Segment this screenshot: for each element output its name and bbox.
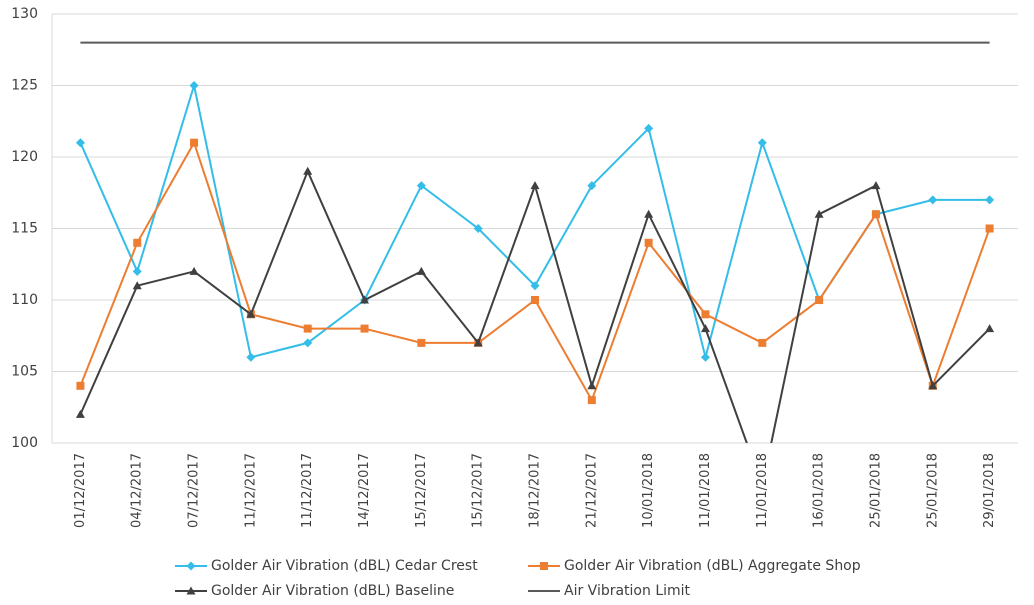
data-point [985,195,995,205]
grid [51,13,1018,444]
data-point [303,338,313,348]
data-point [530,281,540,291]
x-tick-label: 07/12/2017 [187,453,202,528]
plot-area [75,41,995,443]
data-point [303,324,312,333]
data-point [587,396,596,405]
legend-label: Air Vibration Limit [564,583,691,599]
data-point [473,224,483,233]
data-point [246,352,256,362]
x-tick-label: 25/01/2018 [868,453,883,528]
x-tick-label: 15/12/2017 [471,453,486,528]
y-tick-label: 130 [11,6,38,22]
x-tick-label: 25/01/2018 [925,453,940,528]
data-point [530,181,540,190]
data-point [189,81,199,90]
data-point [132,266,142,276]
data-point [700,324,710,333]
legend-marker [186,586,196,595]
data-point [189,266,199,275]
series-line [79,168,991,443]
data-point [814,209,824,218]
legend-label: Golder Air Vibration (dBL) Baseline [211,583,454,599]
data-point [416,266,426,275]
data-point [928,195,938,205]
data-point [700,352,710,362]
data-point [132,281,142,290]
x-tick-label: 14/12/2017 [357,453,372,528]
labels: 100 105 110 115 120 125 130 01/12/2017 04/12/201… [11,6,997,599]
x-tick-label: 29/01/2018 [982,453,997,528]
x-tick-label: 10/01/2018 [641,453,656,528]
data-point [417,338,426,347]
data-point [644,238,653,247]
data-point [587,181,597,191]
x-tick-label: 18/12/2017 [528,453,543,528]
x-tick-label: 11/01/2018 [698,453,713,528]
data-point [758,338,767,347]
data-point [985,224,994,233]
data-point [133,238,142,247]
data-point [75,409,85,418]
data-point [75,138,85,148]
x-tick-label: 15/12/2017 [414,453,429,528]
data-point [246,309,256,318]
y-tick-label: 115 [11,221,38,237]
data-point [701,310,710,319]
x-tick-label: 16/01/2018 [812,453,827,528]
x-tick-label: 11/12/2017 [243,453,258,528]
data-point [76,381,85,390]
y-tick-label: 100 [11,435,38,451]
data-point [416,181,426,191]
data-point [985,324,995,333]
legend-label: Golder Air Vibration (dBL) Aggregate Sho… [564,558,861,574]
legend-marker [186,561,196,571]
x-tick-label: 21/12/2017 [584,453,599,528]
x-tick-label: 11/12/2017 [300,453,315,528]
y-tick-label: 110 [11,292,38,308]
x-tick-label: 04/12/2017 [130,453,145,528]
x-tick-label: 11/01/2018 [755,453,770,528]
data-point [871,210,880,219]
data-point [587,381,597,390]
data-point [871,181,881,190]
data-point [190,138,199,147]
data-point [644,209,654,218]
data-point [473,338,483,347]
data-point [928,381,938,390]
data-point [531,296,539,304]
y-tick-label: 120 [11,149,38,165]
data-point [644,123,654,133]
data-point [303,166,313,175]
data-point [360,324,369,333]
data-point [360,295,370,304]
legend-marker [540,562,548,570]
x-tick-label: 01/12/2017 [73,453,88,528]
legend-label: Golder Air Vibration (dBL) Cedar Crest [211,558,478,574]
y-tick-label: 125 [11,78,38,94]
y-tick-label: 105 [11,364,38,380]
series-line [79,85,990,359]
data-point [815,296,824,304]
data-point [757,138,767,148]
